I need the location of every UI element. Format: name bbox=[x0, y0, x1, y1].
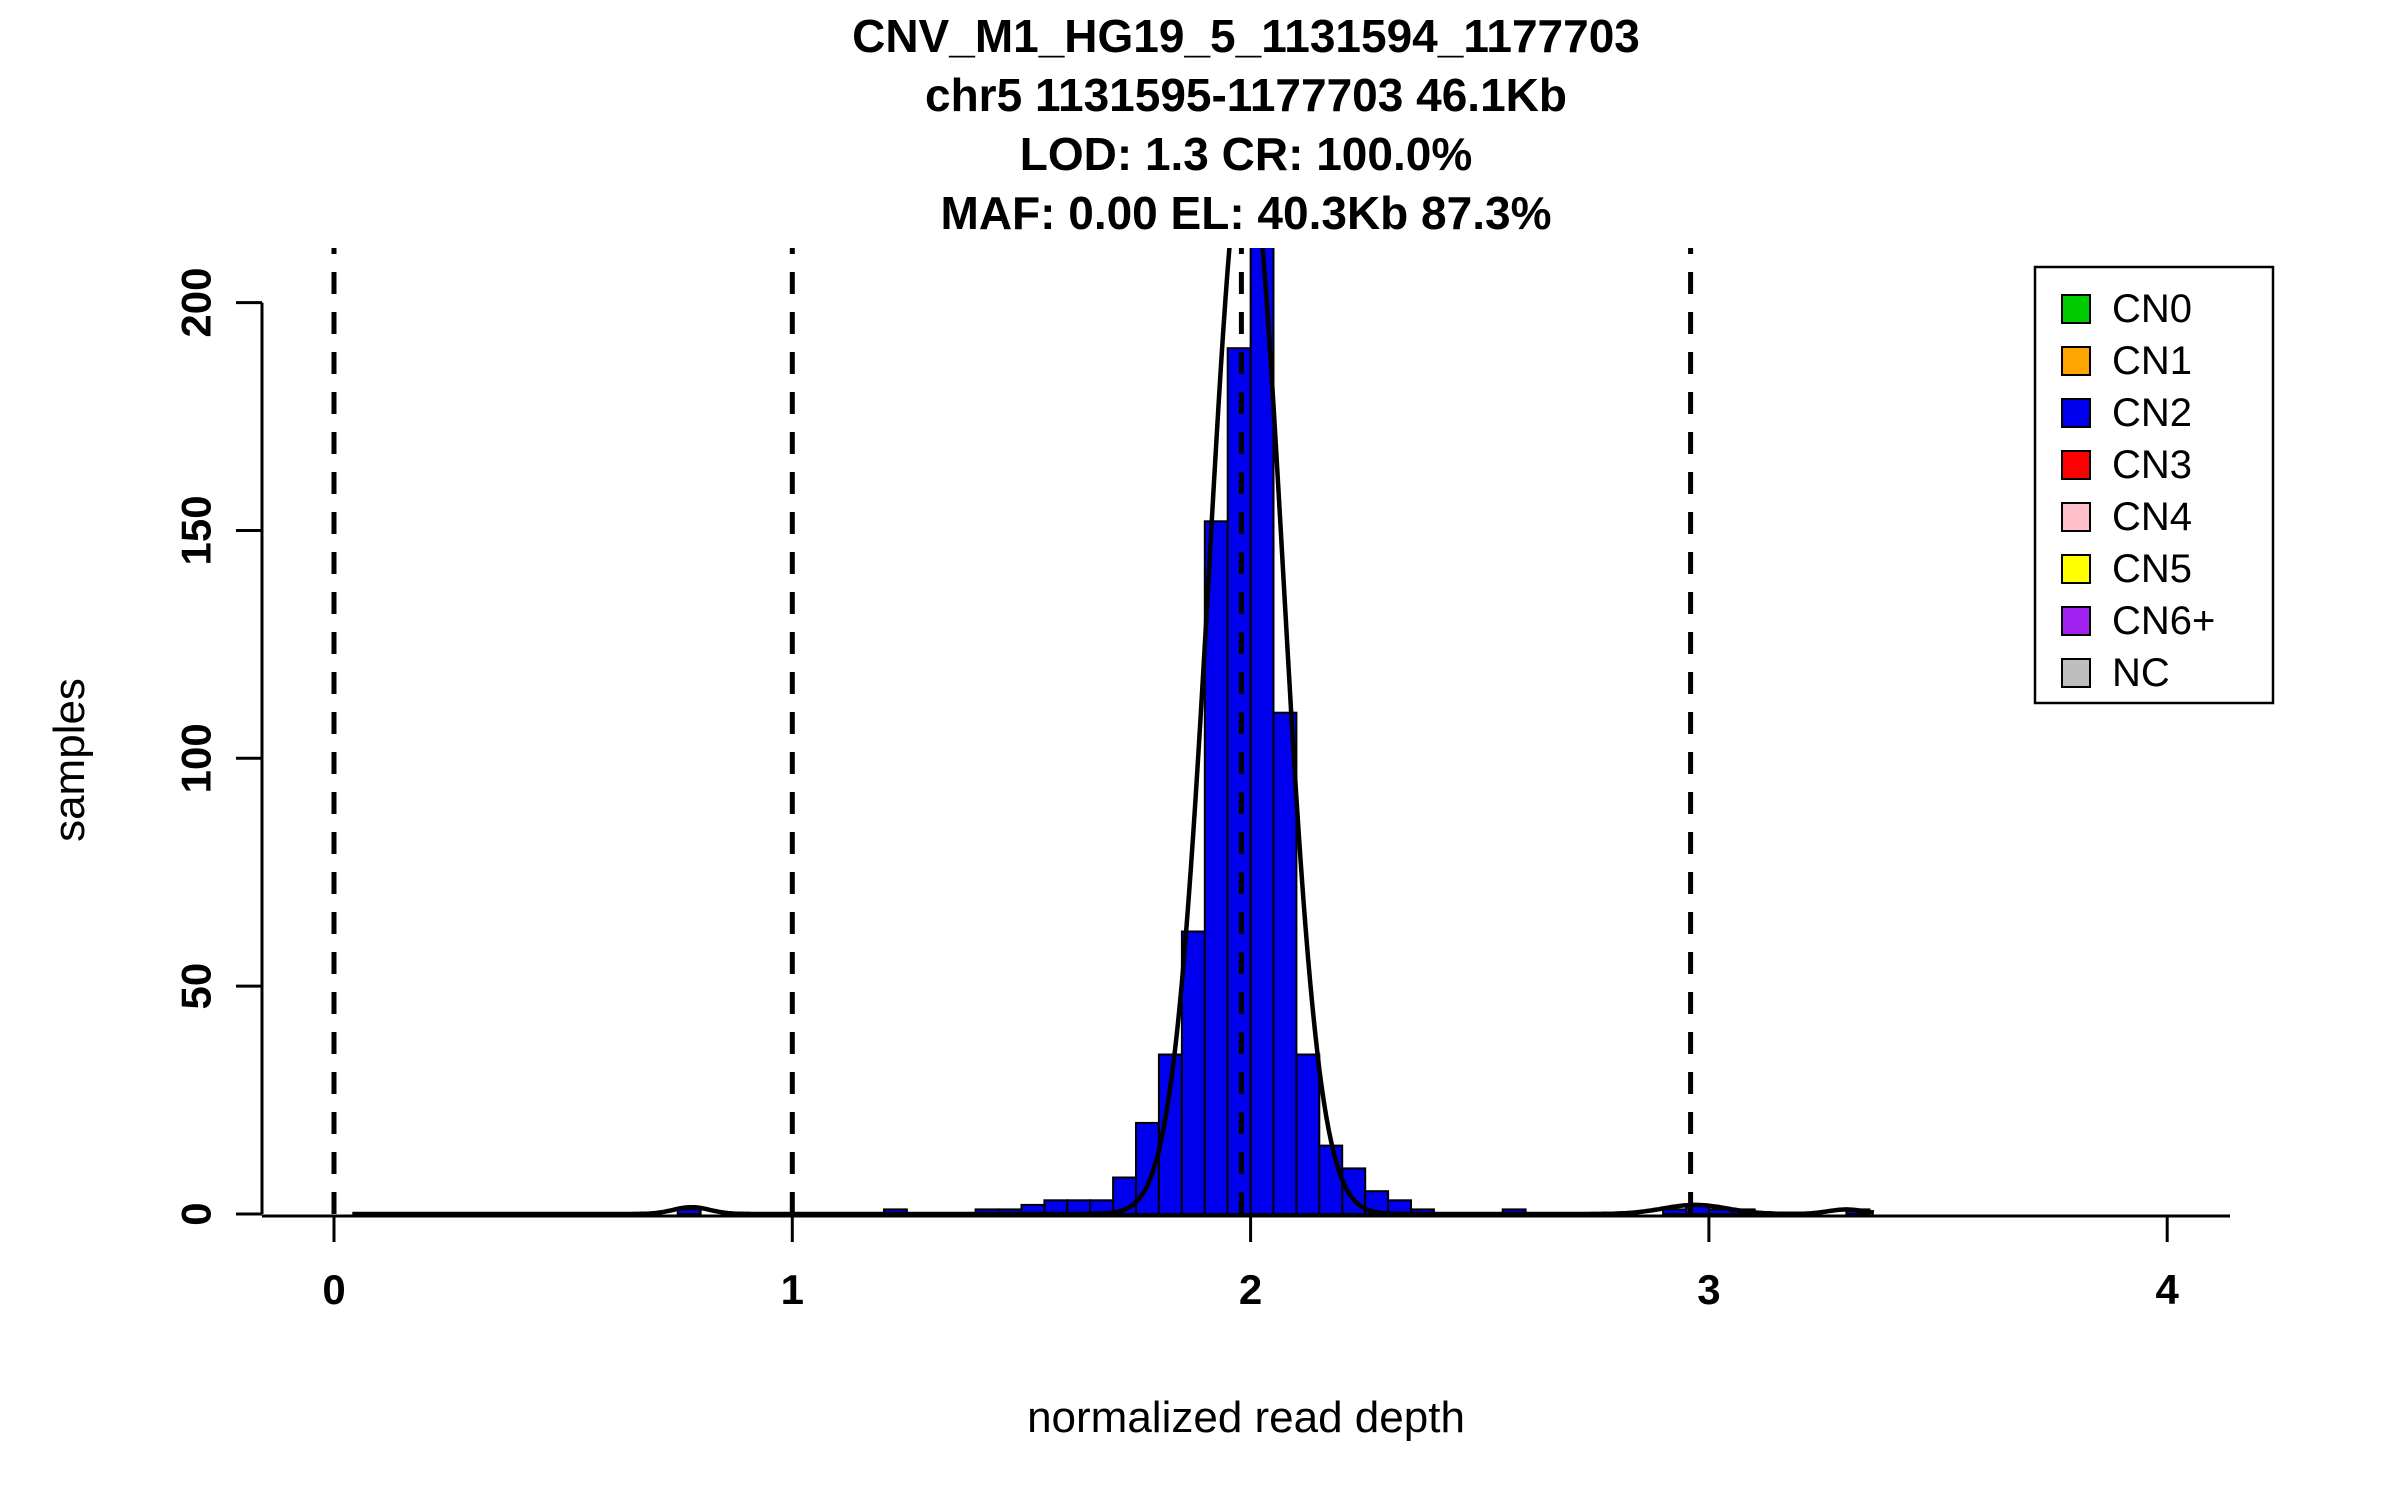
legend-swatch bbox=[2061, 398, 2091, 428]
legend-label: NC bbox=[2112, 651, 2170, 695]
legend-label: CN4 bbox=[2112, 495, 2192, 539]
legend-swatch bbox=[2061, 450, 2091, 480]
y-axis-label: samples bbox=[45, 678, 94, 842]
plot-area bbox=[331, 248, 1875, 1216]
x-tick-label: 4 bbox=[2156, 1266, 2180, 1313]
legend-swatch bbox=[2061, 294, 2091, 324]
legend-label: CN6+ bbox=[2112, 599, 2215, 643]
histogram-bar bbox=[1318, 1144, 1344, 1215]
legend-swatch bbox=[2061, 554, 2091, 584]
histogram-bar bbox=[1272, 711, 1298, 1215]
x-tick-label: 1 bbox=[781, 1266, 804, 1313]
legend-item-cn6plus: CN6+ bbox=[2061, 599, 2215, 643]
histogram-bar bbox=[1180, 930, 1206, 1215]
legend-swatch bbox=[2061, 658, 2091, 688]
legend-label: CN3 bbox=[2112, 443, 2192, 487]
y-tick-label: 200 bbox=[173, 268, 220, 338]
legend-swatch bbox=[2061, 606, 2091, 636]
histogram-bar bbox=[1249, 248, 1275, 1215]
legend-label: CN0 bbox=[2112, 287, 2192, 331]
legend-item-cn5: CN5 bbox=[2061, 547, 2192, 591]
chart-generated-content: 0 1 2 3 4 0 50 100 150 200 CN0 CN1 CN2 CN3 CN4 CN5 CN6+ N… bbox=[173, 248, 2275, 1313]
legend-label: CN2 bbox=[2112, 391, 2192, 435]
legend-swatch bbox=[2061, 502, 2091, 532]
legend-item-cn4: CN4 bbox=[2061, 495, 2192, 539]
legend-item-cn2: CN2 bbox=[2061, 391, 2192, 435]
legend-item-cn0: CN0 bbox=[2061, 287, 2192, 331]
y-tick-label: 100 bbox=[173, 723, 220, 793]
x-axis-label: normalized read depth bbox=[1027, 1393, 1465, 1442]
histogram-bar bbox=[1203, 520, 1229, 1215]
legend-item-cn3: CN3 bbox=[2061, 443, 2192, 487]
title-line-4: MAF: 0.00 EL: 40.3Kb 87.3% bbox=[941, 187, 1552, 239]
y-tick-label: 50 bbox=[173, 963, 220, 1010]
legend-swatch bbox=[2061, 346, 2091, 376]
histogram-bar bbox=[1295, 1053, 1321, 1215]
title-line-3: LOD: 1.3 CR: 100.0% bbox=[1020, 128, 1472, 180]
y-tick-label: 0 bbox=[173, 1202, 220, 1225]
legend-item-nc: NC bbox=[2061, 651, 2170, 695]
fit-curve bbox=[352, 248, 1875, 1216]
y-tick-label: 150 bbox=[173, 495, 220, 565]
x-tick-label: 2 bbox=[1239, 1266, 1262, 1313]
legend-label: CN5 bbox=[2112, 547, 2192, 591]
title-line-2: chr5 1131595-1177703 46.1Kb bbox=[925, 69, 1567, 121]
x-tick-label: 0 bbox=[322, 1266, 345, 1313]
legend-label: CN1 bbox=[2112, 339, 2192, 383]
legend-item-cn1: CN1 bbox=[2061, 339, 2192, 383]
title-line-1: CNV_M1_HG19_5_1131594_1177703 bbox=[852, 10, 1640, 62]
x-tick-label: 3 bbox=[1697, 1266, 1720, 1313]
